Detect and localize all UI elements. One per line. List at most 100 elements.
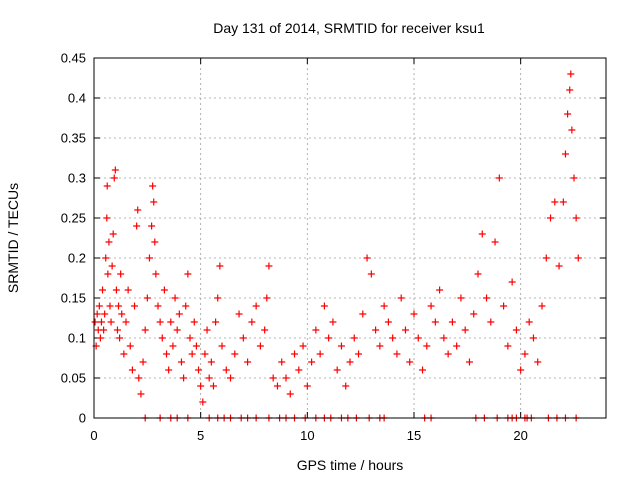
data-point [367,270,375,278]
data-point [218,342,226,350]
data-point [133,222,141,230]
data-point [286,390,294,398]
data-point [109,230,117,238]
data-point [214,294,222,302]
data-point [265,262,273,270]
data-point [568,126,576,134]
data-point [566,86,574,94]
data-point [312,326,320,334]
data-point [252,302,260,310]
data-point [116,334,124,342]
data-point [122,318,130,326]
data-point [350,334,358,342]
data-point [397,294,405,302]
data-point [113,326,121,334]
data-point [453,342,461,350]
data-point [107,318,115,326]
data-point [342,382,350,390]
data-point [182,302,190,310]
data-point [487,318,495,326]
data-point [337,342,345,350]
data-point [188,350,196,358]
data-point [474,270,482,278]
y-tick-label: 0.1 [68,331,86,346]
data-point [91,318,99,326]
data-point [199,398,207,406]
data-point [105,238,113,246]
data-point [491,238,499,246]
data-point [97,318,105,326]
plot-frame [93,57,607,419]
data-point [195,366,203,374]
data-point [145,254,153,262]
data-point [559,198,567,206]
x-tick-label: 0 [90,428,97,443]
data-point [117,270,125,278]
y-tick-label: 0.15 [61,291,86,306]
data-point [495,174,503,182]
data-point [108,262,116,270]
data-point [444,350,452,358]
data-point [316,350,324,358]
data-point [465,358,473,366]
data-points [91,70,582,422]
data-point [534,358,542,366]
data-point [120,350,128,358]
data-point [93,310,101,318]
data-point [103,182,111,190]
data-point [393,350,401,358]
data-point [410,310,418,318]
data-point [461,326,469,334]
data-point [134,206,142,214]
data-point [124,286,132,294]
x-tick-label: 5 [197,428,204,443]
data-point [203,326,211,334]
data-point [112,286,120,294]
x-tick-label: 20 [513,428,527,443]
data-point [99,286,107,294]
grid-lines [94,58,606,418]
data-point [186,334,194,342]
y-tick-label: 0 [79,411,86,426]
y-tick-label: 0.4 [68,91,86,106]
data-point [436,286,444,294]
data-point [320,302,328,310]
data-point [299,342,307,350]
data-point [192,342,200,350]
data-point [135,374,143,382]
y-axis-label: SRMTID / TECUs [5,183,21,293]
data-point [205,374,213,382]
data-point [235,310,243,318]
data-point [500,302,508,310]
data-point [137,390,145,398]
data-point [197,382,205,390]
data-point [100,326,108,334]
data-point [504,342,512,350]
data-point [158,334,166,342]
data-point [102,254,110,262]
data-point [149,182,157,190]
data-point [150,198,158,206]
data-point [261,326,269,334]
data-point [538,302,546,310]
data-point [126,342,134,350]
x-axis-label: GPS time / hours [297,457,404,473]
data-point [128,366,136,374]
y-tick-label: 0.3 [68,171,86,186]
data-point [131,302,139,310]
data-point [96,334,104,342]
data-point [171,294,179,302]
data-point [376,342,384,350]
data-point [355,350,363,358]
data-point [529,334,537,342]
data-point [165,366,173,374]
data-point [512,326,520,334]
y-tick-label: 0.05 [61,371,86,386]
data-point [564,110,572,118]
data-point [273,382,281,390]
data-point [542,254,550,262]
data-point [263,294,271,302]
chart-title: Day 131 of 2014, SRMTID for receiver ksu… [213,20,485,36]
